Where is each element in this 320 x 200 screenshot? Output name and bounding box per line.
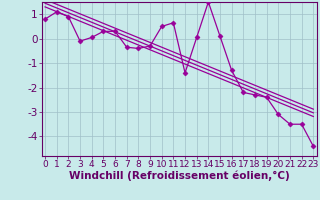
X-axis label: Windchill (Refroidissement éolien,°C): Windchill (Refroidissement éolien,°C) [69,171,290,181]
